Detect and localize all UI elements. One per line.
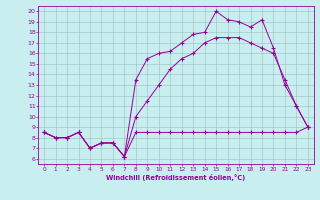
X-axis label: Windchill (Refroidissement éolien,°C): Windchill (Refroidissement éolien,°C) — [106, 174, 246, 181]
